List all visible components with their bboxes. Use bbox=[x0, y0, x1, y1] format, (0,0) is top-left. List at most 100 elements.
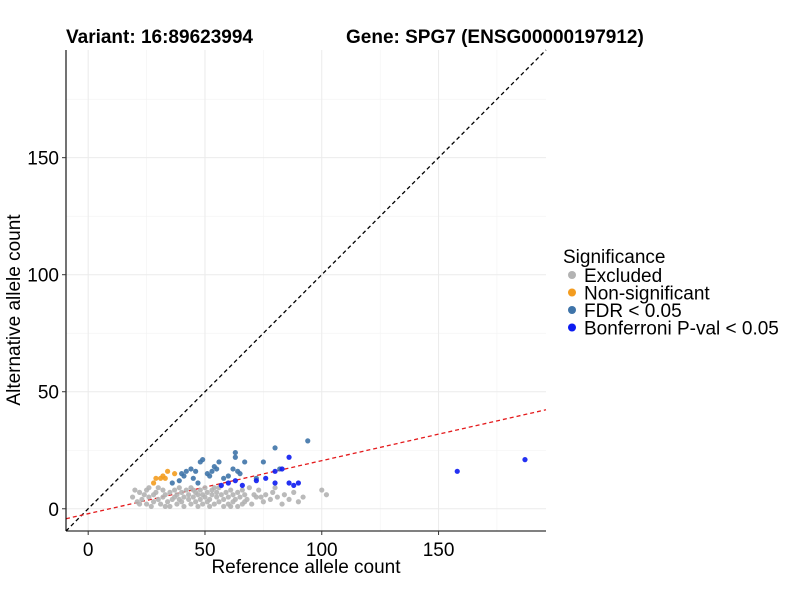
point-excluded bbox=[235, 503, 241, 510]
point-excluded bbox=[221, 503, 227, 510]
point-excluded bbox=[225, 494, 231, 500]
point-excluded bbox=[274, 494, 280, 500]
point-excluded bbox=[129, 494, 136, 500]
point-excluded bbox=[235, 489, 241, 495]
point-fdr bbox=[169, 480, 175, 486]
point-fdr bbox=[207, 473, 213, 479]
point-excluded bbox=[279, 501, 285, 507]
point-excluded bbox=[193, 499, 199, 505]
point-excluded bbox=[204, 489, 210, 495]
point-excluded bbox=[167, 489, 173, 495]
point-excluded bbox=[197, 487, 203, 493]
point-excluded bbox=[160, 487, 166, 493]
point-excluded bbox=[267, 496, 273, 503]
legend-key-excluded bbox=[568, 271, 576, 279]
point-fdr bbox=[260, 459, 266, 465]
point-excluded bbox=[214, 489, 220, 495]
legend-label-nonsig: Non-significant bbox=[584, 284, 710, 305]
reference-lines bbox=[65, 49, 547, 532]
point-excluded bbox=[211, 485, 217, 491]
point-excluded bbox=[141, 492, 147, 498]
point-excluded bbox=[183, 487, 189, 493]
y-axis-title: Alternative allele count bbox=[4, 214, 25, 406]
point-bonf bbox=[272, 468, 278, 474]
legend: Significance ExcludedNon-significantFDR … bbox=[563, 247, 779, 340]
point-fdr bbox=[232, 449, 238, 456]
x-tick-label: 0 bbox=[83, 540, 94, 561]
point-excluded bbox=[242, 492, 248, 498]
point-bonf bbox=[279, 466, 285, 472]
point-excluded bbox=[249, 501, 255, 507]
point-fdr bbox=[216, 459, 222, 465]
point-excluded bbox=[239, 487, 245, 493]
point-excluded bbox=[195, 503, 201, 510]
point-bonf bbox=[291, 482, 297, 488]
point-fdr bbox=[188, 466, 194, 472]
point-excluded bbox=[181, 503, 187, 510]
point-excluded bbox=[148, 503, 154, 510]
y-tick-label: 50 bbox=[38, 383, 59, 404]
legend-label-fdr: FDR < 0.05 bbox=[584, 301, 682, 322]
point-fdr bbox=[195, 480, 201, 486]
point-excluded bbox=[258, 494, 264, 500]
point-excluded bbox=[202, 485, 208, 491]
point-bonf bbox=[239, 482, 245, 488]
point-fdr bbox=[209, 468, 215, 474]
point-excluded bbox=[165, 499, 171, 505]
point-fdr bbox=[179, 471, 185, 477]
point-excluded bbox=[155, 485, 161, 491]
point-excluded bbox=[162, 503, 168, 510]
point-excluded bbox=[157, 501, 164, 507]
point-excluded bbox=[146, 494, 152, 500]
point-excluded bbox=[239, 501, 245, 507]
point-excluded bbox=[256, 487, 262, 493]
point-fdr bbox=[242, 459, 248, 465]
point-nonsig bbox=[165, 468, 171, 474]
point-excluded bbox=[197, 496, 203, 503]
point-bonf bbox=[218, 482, 224, 488]
grid-minor bbox=[66, 50, 546, 531]
point-bonf bbox=[232, 478, 238, 484]
point-excluded bbox=[323, 492, 330, 498]
point-excluded bbox=[244, 496, 250, 503]
point-excluded bbox=[228, 487, 234, 493]
point-excluded bbox=[172, 487, 178, 493]
point-excluded bbox=[263, 492, 269, 498]
y-axis-ticks: 0 50 100 150 bbox=[27, 149, 66, 521]
y-tick-label: 100 bbox=[27, 266, 59, 287]
reference-line-fit bbox=[65, 409, 547, 520]
point-excluded bbox=[136, 489, 143, 495]
point-excluded bbox=[270, 489, 276, 495]
point-excluded bbox=[211, 501, 217, 507]
point-bonf bbox=[272, 480, 278, 486]
chart-title-variant: Variant: 16:89623994 bbox=[66, 27, 253, 48]
legend-key-nonsig bbox=[568, 288, 576, 297]
point-excluded bbox=[228, 503, 234, 510]
grid-major bbox=[66, 50, 546, 531]
legend-label-bonf: Bonferroni P-val < 0.05 bbox=[584, 319, 779, 340]
point-excluded bbox=[300, 494, 306, 500]
point-excluded bbox=[230, 492, 236, 498]
point-nonsig bbox=[150, 480, 157, 486]
point-excluded bbox=[139, 496, 145, 503]
point-excluded bbox=[209, 492, 215, 498]
point-excluded bbox=[216, 499, 222, 505]
point-excluded bbox=[200, 501, 206, 507]
point-fdr bbox=[200, 457, 206, 463]
y-tick-label: 150 bbox=[27, 149, 59, 170]
reference-line-identity bbox=[65, 49, 547, 532]
point-excluded bbox=[286, 496, 292, 503]
point-excluded bbox=[190, 487, 196, 493]
point-excluded bbox=[223, 489, 229, 495]
point-nonsig bbox=[153, 475, 159, 481]
point-bonf bbox=[286, 454, 292, 460]
point-fdr bbox=[230, 466, 236, 472]
point-excluded bbox=[221, 496, 227, 503]
point-excluded bbox=[291, 489, 297, 495]
point-excluded bbox=[167, 503, 173, 510]
point-nonsig bbox=[160, 473, 166, 479]
point-fdr bbox=[225, 473, 231, 479]
point-excluded bbox=[207, 503, 213, 510]
point-excluded bbox=[186, 496, 192, 503]
